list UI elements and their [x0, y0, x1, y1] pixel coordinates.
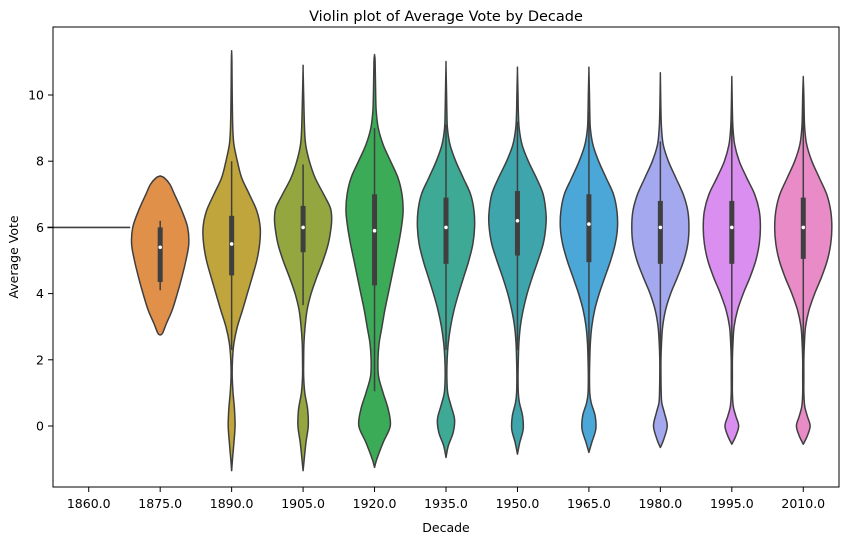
violin-layer — [47, 49, 833, 472]
violin-median — [658, 225, 663, 230]
y-tick-label: 8 — [36, 154, 44, 169]
x-tick-label: 1950.0 — [496, 496, 540, 511]
violin-2010.0 — [773, 75, 833, 445]
x-tick-label: 1875.0 — [138, 496, 182, 511]
violin-box — [443, 197, 449, 264]
x-tick-label: 1965.0 — [567, 496, 611, 511]
violin-median — [801, 225, 806, 230]
violin-1965.0 — [559, 66, 619, 454]
violin-median — [587, 222, 591, 226]
violin-1950.0 — [487, 66, 548, 455]
violin-1875.0 — [130, 175, 190, 336]
x-tick-label: 1935.0 — [424, 496, 468, 511]
violin-median — [158, 245, 162, 250]
x-tick-label: 1860.0 — [67, 496, 111, 511]
x-tick-label: 1995.0 — [710, 496, 754, 511]
violin-1890.0 — [202, 49, 262, 472]
violin-box — [657, 200, 663, 264]
violin-median — [444, 225, 448, 230]
violin-1935.0 — [416, 60, 476, 459]
x-tick-label: 1980.0 — [638, 496, 682, 511]
y-axis-label: Average Vote — [6, 215, 21, 298]
plot-frame — [52, 26, 840, 488]
violin-median — [730, 225, 734, 230]
y-tick-label: 6 — [36, 220, 44, 235]
violin-1995.0 — [702, 75, 762, 445]
y-axis: 0 2 4 6 8 10 — [28, 88, 53, 434]
y-tick-label: 0 — [36, 419, 44, 434]
violin-1920.0 — [345, 53, 404, 469]
violin-median — [229, 242, 234, 246]
x-tick-label: 1890.0 — [210, 496, 254, 511]
x-axis-label: Decade — [422, 520, 470, 535]
y-tick-label: 10 — [28, 88, 44, 103]
violin-median — [372, 228, 377, 233]
y-tick-label: 4 — [36, 286, 44, 301]
violin-median — [301, 225, 305, 230]
violin-box — [514, 190, 520, 256]
violin-box — [729, 200, 735, 264]
violin-1905.0 — [273, 64, 333, 472]
chart-title: Violin plot of Average Vote by Decade — [309, 9, 583, 25]
violin-1980.0 — [631, 71, 690, 449]
violin-median — [515, 218, 520, 223]
violin-box — [157, 227, 163, 283]
y-tick-label: 2 — [36, 352, 44, 367]
violin-box — [586, 194, 592, 263]
x-tick-label: 2010.0 — [781, 496, 825, 511]
x-tick-label: 1920.0 — [353, 496, 397, 511]
x-axis: 1860.0 1875.0 1890.0 1905.0 1920.0 1935.0 1950… — [67, 487, 825, 511]
x-tick-label: 1905.0 — [281, 496, 325, 511]
violin-box — [372, 194, 378, 286]
